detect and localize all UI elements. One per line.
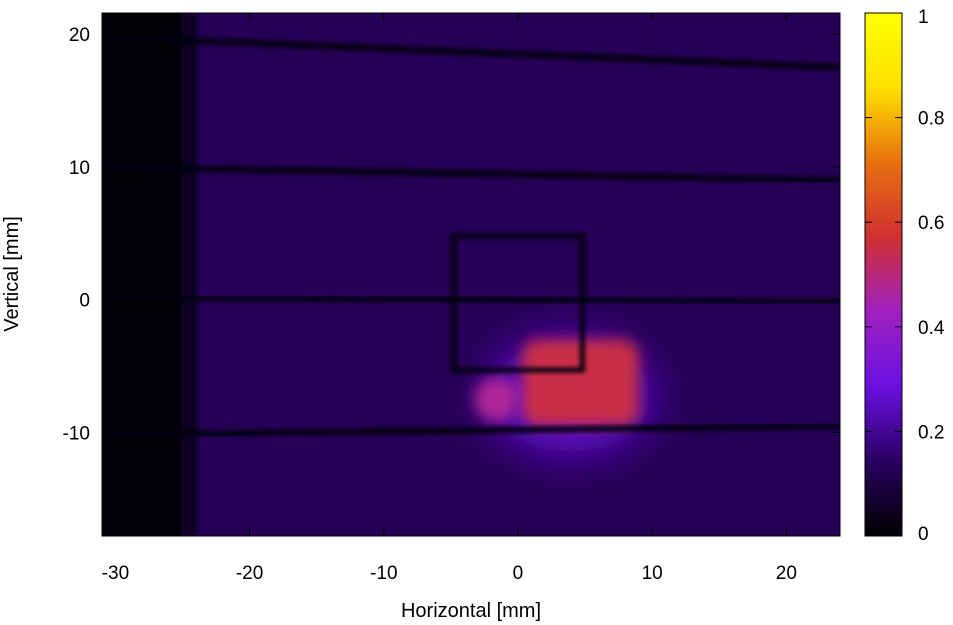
x-axis-ticks: -30 -20 -10 0 10 20	[102, 13, 797, 584]
wire-horizontal	[102, 163, 840, 184]
colorbar-ticks: 0 0.2 0.4 0.6 0.8 1	[865, 7, 945, 545]
dark-left-region	[102, 13, 184, 536]
beam-lobe	[474, 377, 519, 422]
wire-horizontal	[102, 294, 840, 306]
y-axis-ticks: -10 0 10 20	[63, 25, 840, 444]
wire-horizontal	[102, 422, 840, 439]
target-frame	[451, 233, 585, 373]
colorbar-tick-label: 0.4	[918, 318, 945, 339]
beam-core	[521, 339, 639, 426]
y-axis-label: Vertical [mm]	[1, 216, 23, 332]
background-field	[102, 13, 840, 536]
x-tick-label: -30	[102, 563, 129, 584]
colorbar-tick-label: 0.2	[918, 422, 944, 443]
y-tick-label: 10	[69, 158, 90, 179]
y-tick-label: 0	[79, 291, 90, 312]
grid-wires	[102, 13, 840, 536]
x-tick-label: -20	[236, 563, 263, 584]
y-tick-label: -10	[63, 423, 90, 444]
plot-border	[101, 12, 841, 537]
y-tick-label: 20	[69, 25, 90, 46]
x-tick-label: 0	[513, 563, 524, 584]
x-tick-label: -10	[370, 563, 397, 584]
colorbar-tick-label: 1	[918, 7, 929, 28]
x-axis-label: Horizontal [mm]	[401, 600, 541, 622]
colorbar	[864, 12, 903, 537]
plot-area	[102, 13, 840, 536]
colorbar-tick-label: 0	[918, 524, 929, 545]
colorbar-tick-label: 0.6	[918, 213, 944, 234]
x-tick-label: 20	[776, 563, 797, 584]
x-tick-label: 10	[642, 563, 663, 584]
wire-horizontal	[102, 33, 840, 71]
colorbar-tick-label: 0.8	[918, 109, 944, 130]
